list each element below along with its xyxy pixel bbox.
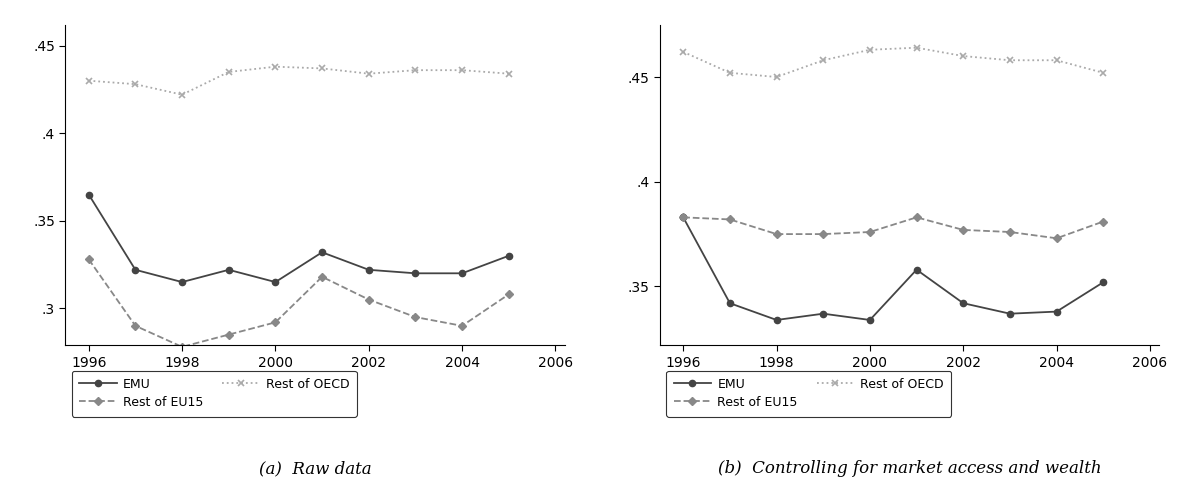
Rest of OECD bbox=[175, 92, 189, 98]
EMU bbox=[1050, 309, 1064, 315]
EMU bbox=[1096, 280, 1111, 285]
Rest of OECD bbox=[408, 67, 422, 73]
Rest of OECD bbox=[863, 47, 877, 53]
Rest of EU15 bbox=[408, 314, 422, 320]
Rest of EU15 bbox=[455, 323, 470, 329]
Line: Rest of EU15: Rest of EU15 bbox=[86, 256, 512, 350]
EMU bbox=[408, 270, 422, 276]
EMU bbox=[723, 300, 737, 306]
Rest of OECD bbox=[956, 53, 970, 59]
EMU bbox=[956, 300, 970, 306]
Line: Rest of OECD: Rest of OECD bbox=[86, 63, 512, 98]
EMU bbox=[502, 253, 516, 259]
Rest of OECD bbox=[910, 45, 924, 51]
Rest of EU15 bbox=[863, 229, 877, 235]
Legend: EMU, Rest of EU15, Rest of OECD, : EMU, Rest of EU15, Rest of OECD, bbox=[666, 371, 951, 417]
Rest of OECD bbox=[502, 70, 516, 76]
Line: Rest of OECD: Rest of OECD bbox=[680, 44, 1107, 80]
Rest of EU15 bbox=[1050, 235, 1064, 241]
Rest of OECD bbox=[361, 70, 376, 76]
Rest of EU15 bbox=[677, 214, 691, 220]
Rest of EU15 bbox=[82, 256, 96, 262]
Rest of EU15 bbox=[816, 231, 830, 237]
Rest of OECD bbox=[455, 67, 470, 73]
Rest of OECD bbox=[816, 57, 830, 63]
Text: (a)  Raw data: (a) Raw data bbox=[259, 460, 371, 477]
Rest of EU15 bbox=[315, 274, 329, 280]
Rest of OECD bbox=[221, 69, 235, 75]
Rest of EU15 bbox=[910, 214, 924, 220]
Rest of EU15 bbox=[956, 227, 970, 233]
Rest of EU15 bbox=[361, 297, 376, 303]
Rest of EU15 bbox=[723, 216, 737, 222]
EMU bbox=[175, 279, 189, 285]
Rest of EU15 bbox=[221, 332, 235, 338]
Rest of EU15 bbox=[128, 323, 143, 329]
Rest of EU15 bbox=[269, 319, 283, 325]
EMU bbox=[816, 311, 830, 317]
Rest of OECD bbox=[1096, 70, 1111, 76]
Rest of EU15 bbox=[175, 344, 189, 350]
Rest of EU15 bbox=[1096, 218, 1111, 224]
EMU bbox=[910, 267, 924, 273]
Rest of OECD bbox=[769, 74, 784, 80]
EMU bbox=[82, 192, 96, 198]
Rest of OECD bbox=[82, 78, 96, 84]
Rest of EU15 bbox=[1002, 229, 1017, 235]
Rest of OECD bbox=[723, 70, 737, 76]
Rest of EU15 bbox=[769, 231, 784, 237]
EMU bbox=[128, 267, 143, 273]
Rest of OECD bbox=[269, 64, 283, 70]
EMU bbox=[455, 270, 470, 276]
EMU bbox=[221, 267, 235, 273]
Rest of OECD bbox=[1002, 57, 1017, 63]
EMU bbox=[1002, 311, 1017, 317]
Text: (b)  Controlling for market access and wealth: (b) Controlling for market access and we… bbox=[718, 460, 1101, 477]
EMU bbox=[361, 267, 376, 273]
Line: Rest of EU15: Rest of EU15 bbox=[680, 214, 1107, 242]
EMU bbox=[769, 317, 784, 323]
Legend: EMU, Rest of EU15, Rest of OECD, : EMU, Rest of EU15, Rest of OECD, bbox=[71, 371, 357, 417]
Rest of OECD bbox=[315, 66, 329, 71]
Line: EMU: EMU bbox=[680, 214, 1107, 323]
Line: EMU: EMU bbox=[86, 191, 512, 285]
Rest of OECD bbox=[1050, 57, 1064, 63]
EMU bbox=[269, 279, 283, 285]
EMU bbox=[677, 214, 691, 220]
EMU bbox=[315, 249, 329, 255]
Rest of OECD bbox=[677, 49, 691, 55]
EMU bbox=[863, 317, 877, 323]
Rest of OECD bbox=[128, 81, 143, 87]
Rest of EU15 bbox=[502, 291, 516, 297]
